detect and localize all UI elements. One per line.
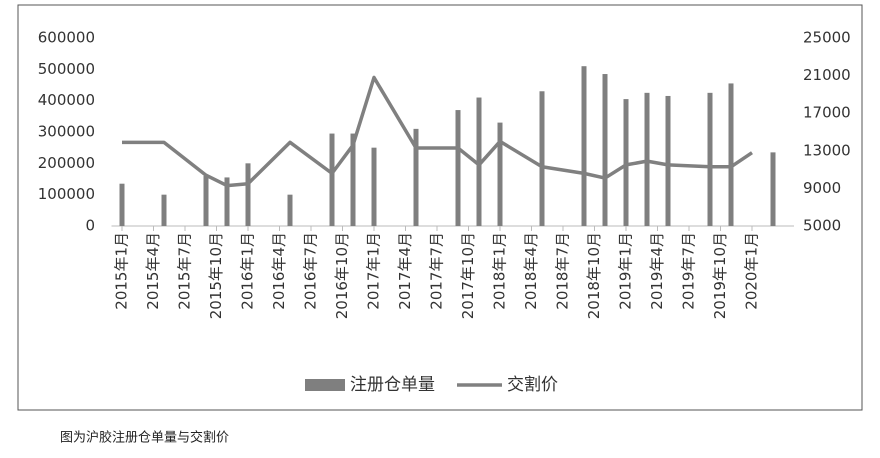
x-tick-label: 2016年7月 — [302, 232, 320, 310]
x-tick-label: 2018年10月 — [585, 232, 603, 319]
y-tick-label: 100000 — [38, 185, 95, 203]
x-tick-label: 2019年4月 — [648, 232, 666, 310]
bar — [665, 95, 671, 226]
y2-tick-label: 21000 — [803, 66, 851, 84]
legend-label: 交割价 — [507, 375, 558, 395]
x-tick-label: 2015年7月 — [176, 232, 194, 310]
y-tick-label: 400000 — [38, 91, 95, 109]
legend-label: 注册仓单量 — [350, 375, 435, 395]
bar — [371, 147, 377, 226]
bar — [350, 133, 356, 226]
x-tick-label: 2017年1月 — [365, 232, 383, 310]
bar — [476, 97, 482, 227]
line — [122, 75, 753, 188]
chart-border — [17, 4, 863, 411]
x-tick-label: 2018年4月 — [522, 232, 540, 310]
x-tick-label: 2016年1月 — [239, 232, 257, 310]
bar — [224, 177, 230, 226]
bar — [581, 66, 587, 226]
bar — [245, 163, 251, 226]
bar — [329, 133, 335, 226]
x-tick-label: 2018年7月 — [554, 232, 572, 310]
y2-tick-label: 17000 — [803, 104, 851, 122]
x-tick-label: 2017年7月 — [428, 232, 446, 310]
y2-tick-label: 13000 — [803, 141, 851, 159]
x-tick-label: 2019年1月 — [617, 232, 635, 310]
bar — [707, 92, 713, 226]
x-tick-label: 2016年10月 — [333, 232, 351, 319]
bar — [539, 91, 545, 227]
x-tick-label: 2015年4月 — [144, 232, 162, 310]
y-tick-label: 0 — [85, 217, 95, 235]
x-tick-label: 2017年10月 — [459, 232, 477, 319]
y2-tick-label: 25000 — [803, 29, 851, 47]
x-tick-label: 2019年10月 — [711, 232, 729, 319]
bar — [455, 110, 461, 226]
x-tick-label: 2019年7月 — [680, 232, 698, 310]
y2-tick-label: 9000 — [803, 179, 841, 197]
bar — [119, 183, 125, 226]
x-tick-label: 2015年10月 — [207, 232, 225, 319]
bar — [497, 122, 503, 226]
bar — [161, 194, 167, 226]
bar — [623, 99, 629, 226]
bar — [602, 74, 608, 227]
x-tick-label: 2018年1月 — [491, 232, 509, 310]
y-tick-label: 600000 — [38, 29, 95, 47]
bar — [203, 175, 209, 226]
y2-tick-label: 5000 — [803, 217, 841, 235]
x-tick-label: 2016年4月 — [270, 232, 288, 310]
bar — [287, 194, 293, 226]
bar — [728, 83, 734, 226]
x-tick-label: 2017年4月 — [396, 232, 414, 310]
y-tick-label: 300000 — [38, 123, 95, 141]
x-tick-label: 2020年1月 — [743, 232, 761, 310]
y-tick-label: 500000 — [38, 60, 95, 78]
x-tick-label: 2015年1月 — [113, 232, 131, 310]
caption: 图为沪胶注册仓单量与交割价 — [60, 430, 229, 446]
bar — [770, 152, 776, 226]
y-tick-label: 200000 — [38, 154, 95, 172]
legend-swatch — [305, 379, 345, 391]
bar — [413, 128, 419, 226]
